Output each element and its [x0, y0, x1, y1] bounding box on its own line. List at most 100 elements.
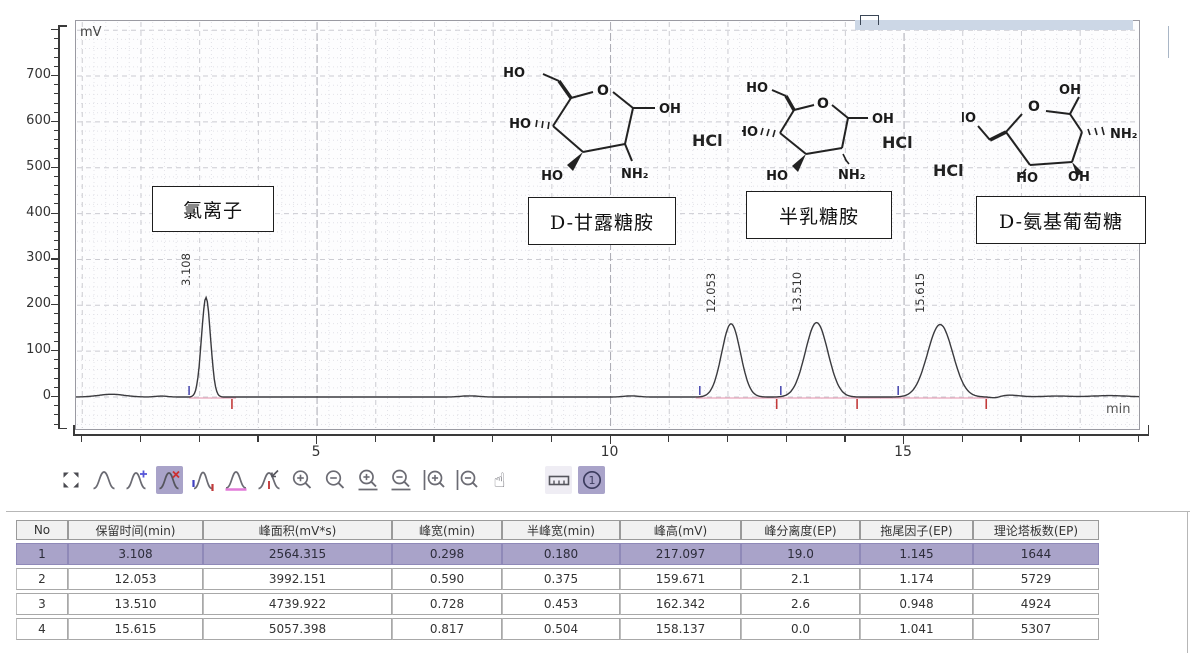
- channel-number: 1: [588, 474, 595, 487]
- table-cell: 0.298: [392, 543, 502, 565]
- peak-rt-label: 13.510: [789, 271, 804, 312]
- table-panel-top-border: [6, 511, 1190, 512]
- y-tick-label: 100: [26, 342, 51, 358]
- zoom-in-horizontal-icon: [358, 469, 377, 491]
- table-cell: 5729: [973, 568, 1099, 590]
- table-cell: 0.0: [741, 618, 860, 640]
- zoom-in-horizontal-button[interactable]: [354, 466, 381, 494]
- table-row[interactable]: 1 3.108 2564.315 0.298 0.180 217.097 19.0 1.145…: [16, 543, 1099, 565]
- peak-annotation-box: D-甘露糖胺: [528, 197, 676, 245]
- zoom-out-icon: [325, 470, 344, 489]
- peak-icon: [92, 471, 115, 490]
- table-cell: 1.041: [860, 618, 973, 640]
- y-tick-label: 400: [26, 204, 51, 220]
- column-header: 峰宽(min): [392, 520, 502, 540]
- table-row[interactable]: 3 13.510 4739.922 0.728 0.453 162.342 2.6 0.948…: [16, 593, 1099, 615]
- peak-annotation-box: 氯离子: [152, 186, 274, 232]
- channel-1-button[interactable]: 1: [578, 466, 605, 494]
- y-tick-label: 500: [26, 158, 51, 174]
- table-cell: 15.615: [68, 618, 203, 640]
- table-cell: 3: [16, 593, 68, 615]
- legend-strip-notch: [860, 15, 879, 25]
- x-tick-label: 15: [894, 444, 912, 460]
- table-cell: 0.504: [502, 618, 620, 640]
- zoom-in-vertical-icon: [423, 470, 445, 490]
- peak-delete-button[interactable]: [156, 466, 183, 494]
- chromatogram-svg: [76, 22, 1139, 428]
- peak-rt-label: 12.053: [704, 272, 719, 313]
- zoom-out-horizontal-icon: [391, 469, 410, 491]
- atom-label: O: [597, 83, 609, 99]
- peak-default-button[interactable]: [90, 466, 117, 494]
- x-axis-unit-label: min: [1106, 402, 1131, 417]
- structure-glucosamine: OH O NH₂ HO HO OH: [962, 83, 1137, 186]
- table-cell: 0.948: [860, 593, 973, 615]
- ruler-button[interactable]: [545, 466, 572, 494]
- table-cell: 2.6: [741, 593, 860, 615]
- column-header: 峰高(mV): [620, 520, 741, 540]
- table-cell: 0.817: [392, 618, 502, 640]
- table-cell: 158.137: [620, 618, 741, 640]
- hcl-label: HCl: [882, 133, 913, 152]
- pan-hand-button[interactable]: ☝: [486, 466, 513, 494]
- x-tick-label: 5: [311, 444, 321, 460]
- table-cell: 19.0: [741, 543, 860, 565]
- column-header: 峰分离度(EP): [741, 520, 860, 540]
- table-cell: 4924: [973, 593, 1099, 615]
- atom-label: OH: [872, 112, 894, 127]
- fit-view-button[interactable]: [57, 466, 84, 494]
- zoom-out-vertical-button[interactable]: [453, 466, 480, 494]
- peak-split-button[interactable]: [255, 466, 282, 494]
- peak-rt-label: 3.108: [179, 253, 193, 287]
- column-header: 拖尾因子(EP): [860, 520, 973, 540]
- atom-label: OH: [1059, 83, 1081, 98]
- panel-edge-line: [1168, 26, 1169, 58]
- zoom-out-vertical-icon: [456, 470, 478, 490]
- y-axis-unit-label: mV: [80, 25, 102, 40]
- y-tick-label: 600: [26, 112, 51, 128]
- column-header: 半峰宽(min): [502, 520, 620, 540]
- table-row[interactable]: 4 15.615 5057.398 0.817 0.504 158.137 0.0 1.041…: [16, 618, 1099, 640]
- atom-label: HO: [1016, 171, 1038, 186]
- table-cell: 5057.398: [203, 618, 392, 640]
- table-cell: 12.053: [68, 568, 203, 590]
- column-header: 峰面积(mV*s): [203, 520, 392, 540]
- table-cell: 217.097: [620, 543, 741, 565]
- atom-label: HO: [962, 111, 976, 126]
- hcl-label: HCl: [692, 131, 723, 150]
- table-cell: 2.1: [741, 568, 860, 590]
- fit-view-icon: [63, 472, 78, 488]
- table-cell: 1: [16, 543, 68, 565]
- peak-baseline-button[interactable]: [222, 466, 249, 494]
- zoom-in-button[interactable]: [288, 466, 315, 494]
- zoom-in-icon: [292, 470, 311, 489]
- structure-galactosamine: HO O OH HO HO NH₂: [742, 81, 894, 184]
- channel-1-icon: 1: [582, 470, 601, 490]
- atom-label: NH₂: [838, 168, 865, 183]
- table-row[interactable]: 2 12.053 3992.151 0.590 0.375 159.671 2.1 1.174…: [16, 568, 1099, 590]
- table-cell: 0.375: [502, 568, 620, 590]
- peak-add-button[interactable]: [123, 466, 150, 494]
- toolbar: ☝ 1: [0, 456, 1199, 504]
- table-cell: 3992.151: [203, 568, 392, 590]
- zoom-out-horizontal-button[interactable]: [387, 466, 414, 494]
- column-header: No: [16, 520, 68, 540]
- table-cell: 5307: [973, 618, 1099, 640]
- peak-rt-label: 15.615: [913, 273, 928, 314]
- chromatogram-panel: mV min 0 100 200 300 400 500 600 700 5 10 15 3.10…: [26, 15, 1169, 460]
- atom-label: O: [817, 96, 829, 112]
- atom-label: NH₂: [621, 167, 648, 182]
- atom-label: O: [1028, 99, 1040, 115]
- peak-annotation-box: 半乳糖胺: [746, 191, 892, 239]
- table-cell: 4: [16, 618, 68, 640]
- table-panel-right-border: [1187, 511, 1188, 653]
- peak-results-table: No 保留时间(min) 峰面积(mV*s) 峰宽(min) 半峰宽(min) 峰高(mV…: [16, 517, 1099, 643]
- zoom-in-vertical-button[interactable]: [420, 466, 447, 494]
- peak-start-end-button[interactable]: [189, 466, 216, 494]
- zoom-out-button[interactable]: [321, 466, 348, 494]
- atom-label: NH₂: [1110, 127, 1137, 142]
- y-tick-label: 300: [26, 250, 51, 266]
- table-cell: 1644: [973, 543, 1099, 565]
- x-tick-label: 10: [600, 444, 619, 460]
